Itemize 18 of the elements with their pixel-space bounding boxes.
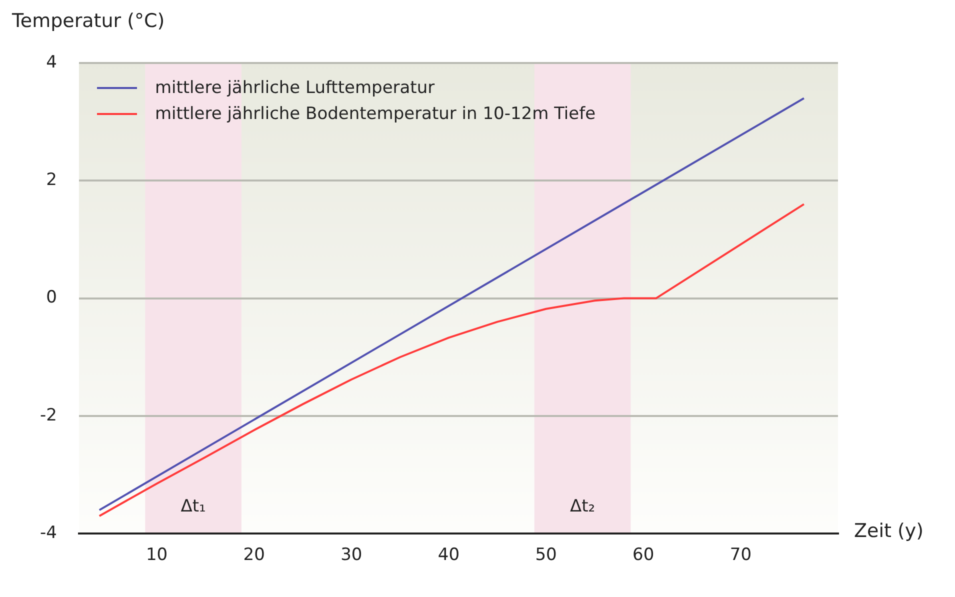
band-label: Δt₁ <box>180 496 206 517</box>
legend-label: mittlere jährliche Bodentemperatur in 10-12m Tiefe <box>154 104 596 124</box>
y-tick-label: -2 <box>40 405 57 426</box>
y-tick-label: 4 <box>46 52 57 72</box>
legend-label: mittlere jährliche Lufttemperatur <box>154 78 435 98</box>
y-axis-title: Temperatur (°C) <box>12 10 165 32</box>
y-tick-label: 0 <box>46 288 57 308</box>
y-tick-label: 2 <box>46 170 57 190</box>
x-tick-label: 40 <box>438 545 460 566</box>
x-tick-label: 50 <box>535 545 557 566</box>
x-axis-title: Zeit (y) <box>854 520 924 542</box>
x-tick-label: 20 <box>243 545 265 566</box>
y-tick-label: -4 <box>40 523 57 544</box>
x-tick-label: 30 <box>340 545 362 566</box>
band-label: Δt₂ <box>570 496 596 517</box>
x-tick-label: 70 <box>730 545 752 566</box>
x-tick-label: 10 <box>146 545 168 566</box>
x-tick-label: 60 <box>632 545 654 566</box>
